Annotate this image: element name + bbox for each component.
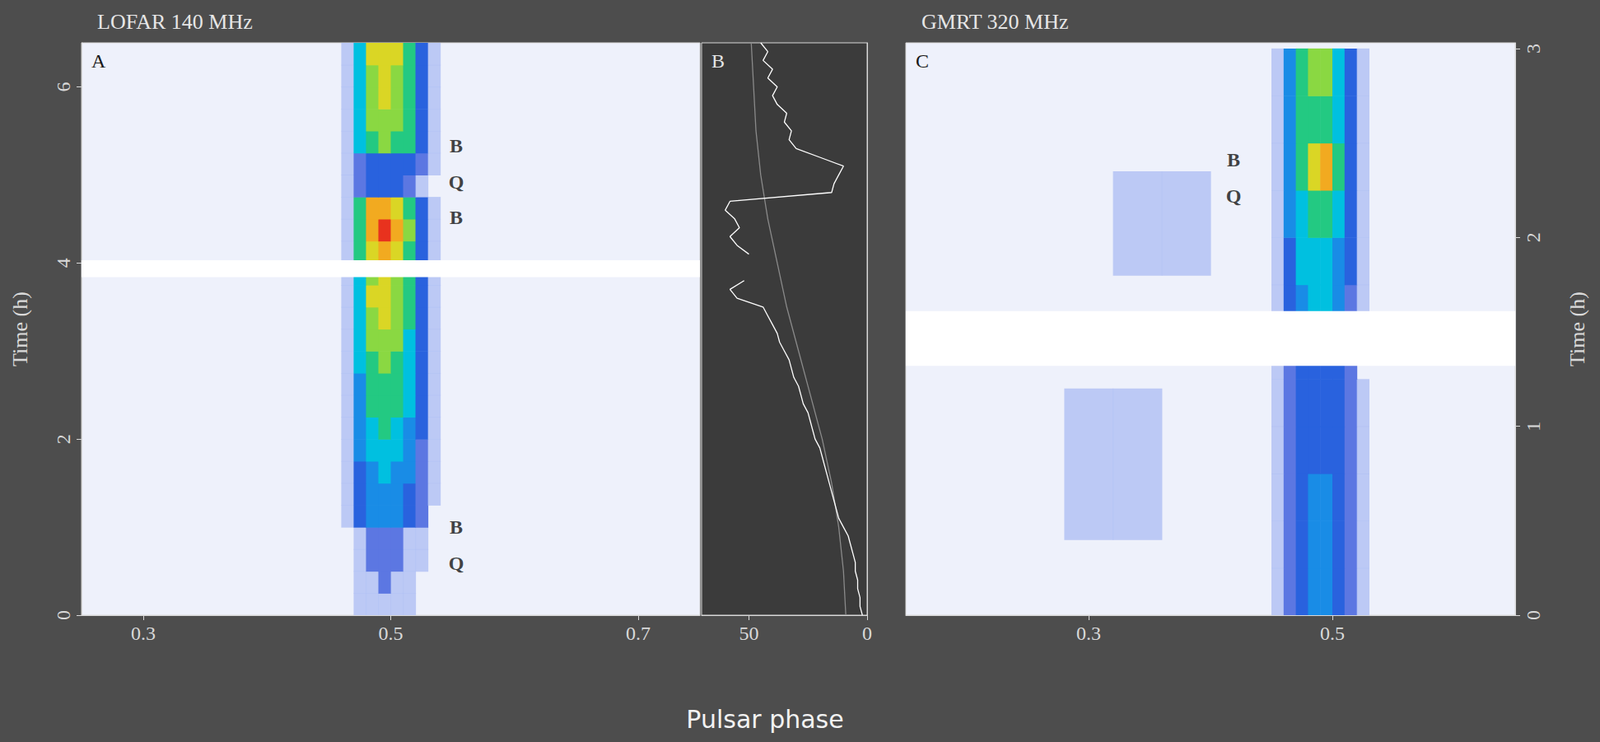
svg-text:B: B — [449, 516, 463, 538]
svg-text:2: 2 — [52, 433, 75, 444]
svg-text:0.7: 0.7 — [625, 622, 651, 644]
svg-text:6: 6 — [52, 81, 75, 92]
svg-text:0.5: 0.5 — [1320, 622, 1345, 644]
svg-text:0.3: 0.3 — [130, 622, 156, 644]
svg-text:1: 1 — [1522, 421, 1545, 432]
svg-text:4: 4 — [52, 257, 75, 268]
svg-text:LOFAR 140 MHz: LOFAR 140 MHz — [97, 9, 253, 34]
svg-text:Q: Q — [1226, 185, 1242, 207]
svg-text:Q: Q — [448, 552, 465, 574]
svg-text:B: B — [1226, 149, 1241, 171]
svg-text:B: B — [711, 50, 725, 72]
svg-text:B: B — [449, 206, 463, 229]
svg-text:0: 0 — [1522, 610, 1545, 621]
svg-text:A: A — [91, 50, 107, 72]
svg-text:B: B — [449, 135, 463, 157]
svg-text:GMRT 320 MHz: GMRT 320 MHz — [921, 9, 1069, 34]
svg-text:0.5: 0.5 — [378, 622, 404, 644]
svg-text:0.3: 0.3 — [1076, 622, 1101, 644]
svg-text:3: 3 — [1522, 43, 1545, 54]
svg-text:Time (h): Time (h) — [8, 291, 33, 367]
svg-text:C: C — [915, 50, 929, 72]
svg-text:Pulsar phase: Pulsar phase — [685, 704, 844, 734]
svg-text:2: 2 — [1522, 232, 1545, 243]
svg-text:0: 0 — [52, 610, 75, 621]
svg-text:0: 0 — [862, 622, 873, 644]
svg-text:Time (h): Time (h) — [1565, 291, 1590, 367]
svg-text:50: 50 — [738, 622, 759, 644]
svg-text:Q: Q — [448, 171, 465, 193]
